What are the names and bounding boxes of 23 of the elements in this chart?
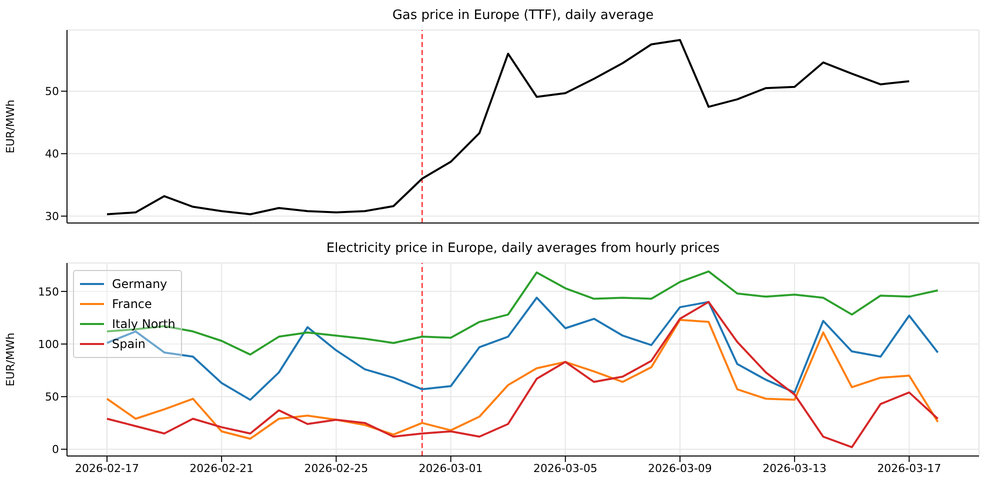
chart-title: Gas price in Europe (TTF), daily average	[391, 8, 655, 23]
legend-label: France	[112, 297, 152, 311]
y-tick-label: 100	[38, 338, 59, 351]
y-tick-label: 150	[38, 285, 59, 298]
x-tick-label: 2026-03-09	[648, 462, 712, 475]
legend-label: Germany	[112, 277, 168, 291]
x-tick-label: 2026-03-01	[418, 462, 483, 475]
y-tick-label: 40	[45, 148, 59, 161]
legend-label: Spain	[112, 337, 146, 351]
x-tick-label: 2026-02-21	[190, 462, 254, 475]
y-axis-title: EUR/MWh	[4, 332, 17, 386]
y-axis-title: EUR/MWh	[4, 100, 17, 154]
x-tick-label: 2026-02-17	[75, 462, 139, 475]
x-tick-label: 2026-03-17	[877, 462, 942, 475]
x-tick-label: 2026-03-13	[762, 462, 827, 475]
chart-title: Electricity price in Europe, daily averages from hourly prices	[325, 241, 721, 256]
y-tick-label: 50	[45, 390, 59, 404]
y-tick-label: 50	[45, 85, 59, 98]
x-tick-label: 2026-02-25	[304, 462, 368, 475]
legend-label: Italy North	[112, 317, 176, 331]
y-tick-label: 0	[52, 443, 59, 456]
x-tick-label: 2026-03-05	[533, 462, 598, 475]
y-tick-label: 30	[45, 210, 59, 224]
